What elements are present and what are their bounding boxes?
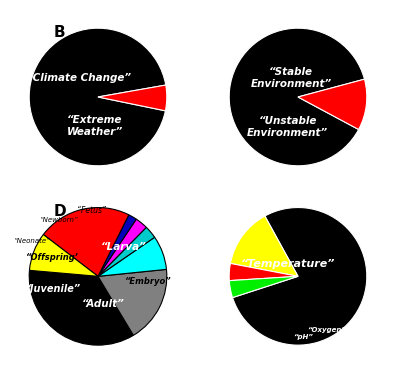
Wedge shape: [98, 227, 155, 276]
Wedge shape: [298, 79, 367, 130]
Text: “Newborn”: “Newborn”: [39, 217, 78, 223]
Wedge shape: [229, 276, 298, 298]
Wedge shape: [98, 215, 136, 276]
Text: “Oxygen”: “Oxygen”: [308, 327, 346, 333]
Text: “Carbon
Dioxide”: “Carbon Dioxide”: [321, 279, 365, 298]
Text: “Larva”: “Larva”: [101, 242, 147, 253]
Wedge shape: [232, 208, 367, 345]
Wedge shape: [98, 237, 166, 276]
Text: “Temperature”: “Temperature”: [240, 259, 335, 269]
Wedge shape: [30, 235, 98, 276]
Wedge shape: [229, 28, 364, 166]
Wedge shape: [230, 216, 298, 276]
Text: “Embryo”: “Embryo”: [124, 277, 171, 286]
Wedge shape: [43, 208, 129, 276]
Text: “Fetus”: “Fetus”: [77, 206, 106, 216]
Wedge shape: [29, 28, 166, 166]
Text: “Offspring’: “Offspring’: [25, 253, 78, 262]
Text: “Neonate”: “Neonate”: [14, 238, 50, 243]
Text: “Extreme
Weather”: “Extreme Weather”: [66, 115, 123, 137]
Text: B: B: [54, 25, 65, 40]
Text: “Unstable
Environment”: “Unstable Environment”: [247, 116, 328, 138]
Text: “Climate Change”: “Climate Change”: [26, 73, 131, 83]
Text: “pH”: “pH”: [294, 334, 314, 340]
Text: “Juvenile”: “Juvenile”: [25, 284, 81, 294]
Text: “Adult”: “Adult”: [82, 299, 125, 309]
Wedge shape: [98, 269, 167, 335]
Text: D: D: [54, 204, 66, 219]
Wedge shape: [229, 264, 298, 281]
Text: “Stable
Environment”: “Stable Environment”: [250, 67, 332, 89]
Wedge shape: [98, 85, 167, 111]
Wedge shape: [29, 270, 134, 345]
Wedge shape: [98, 219, 146, 276]
